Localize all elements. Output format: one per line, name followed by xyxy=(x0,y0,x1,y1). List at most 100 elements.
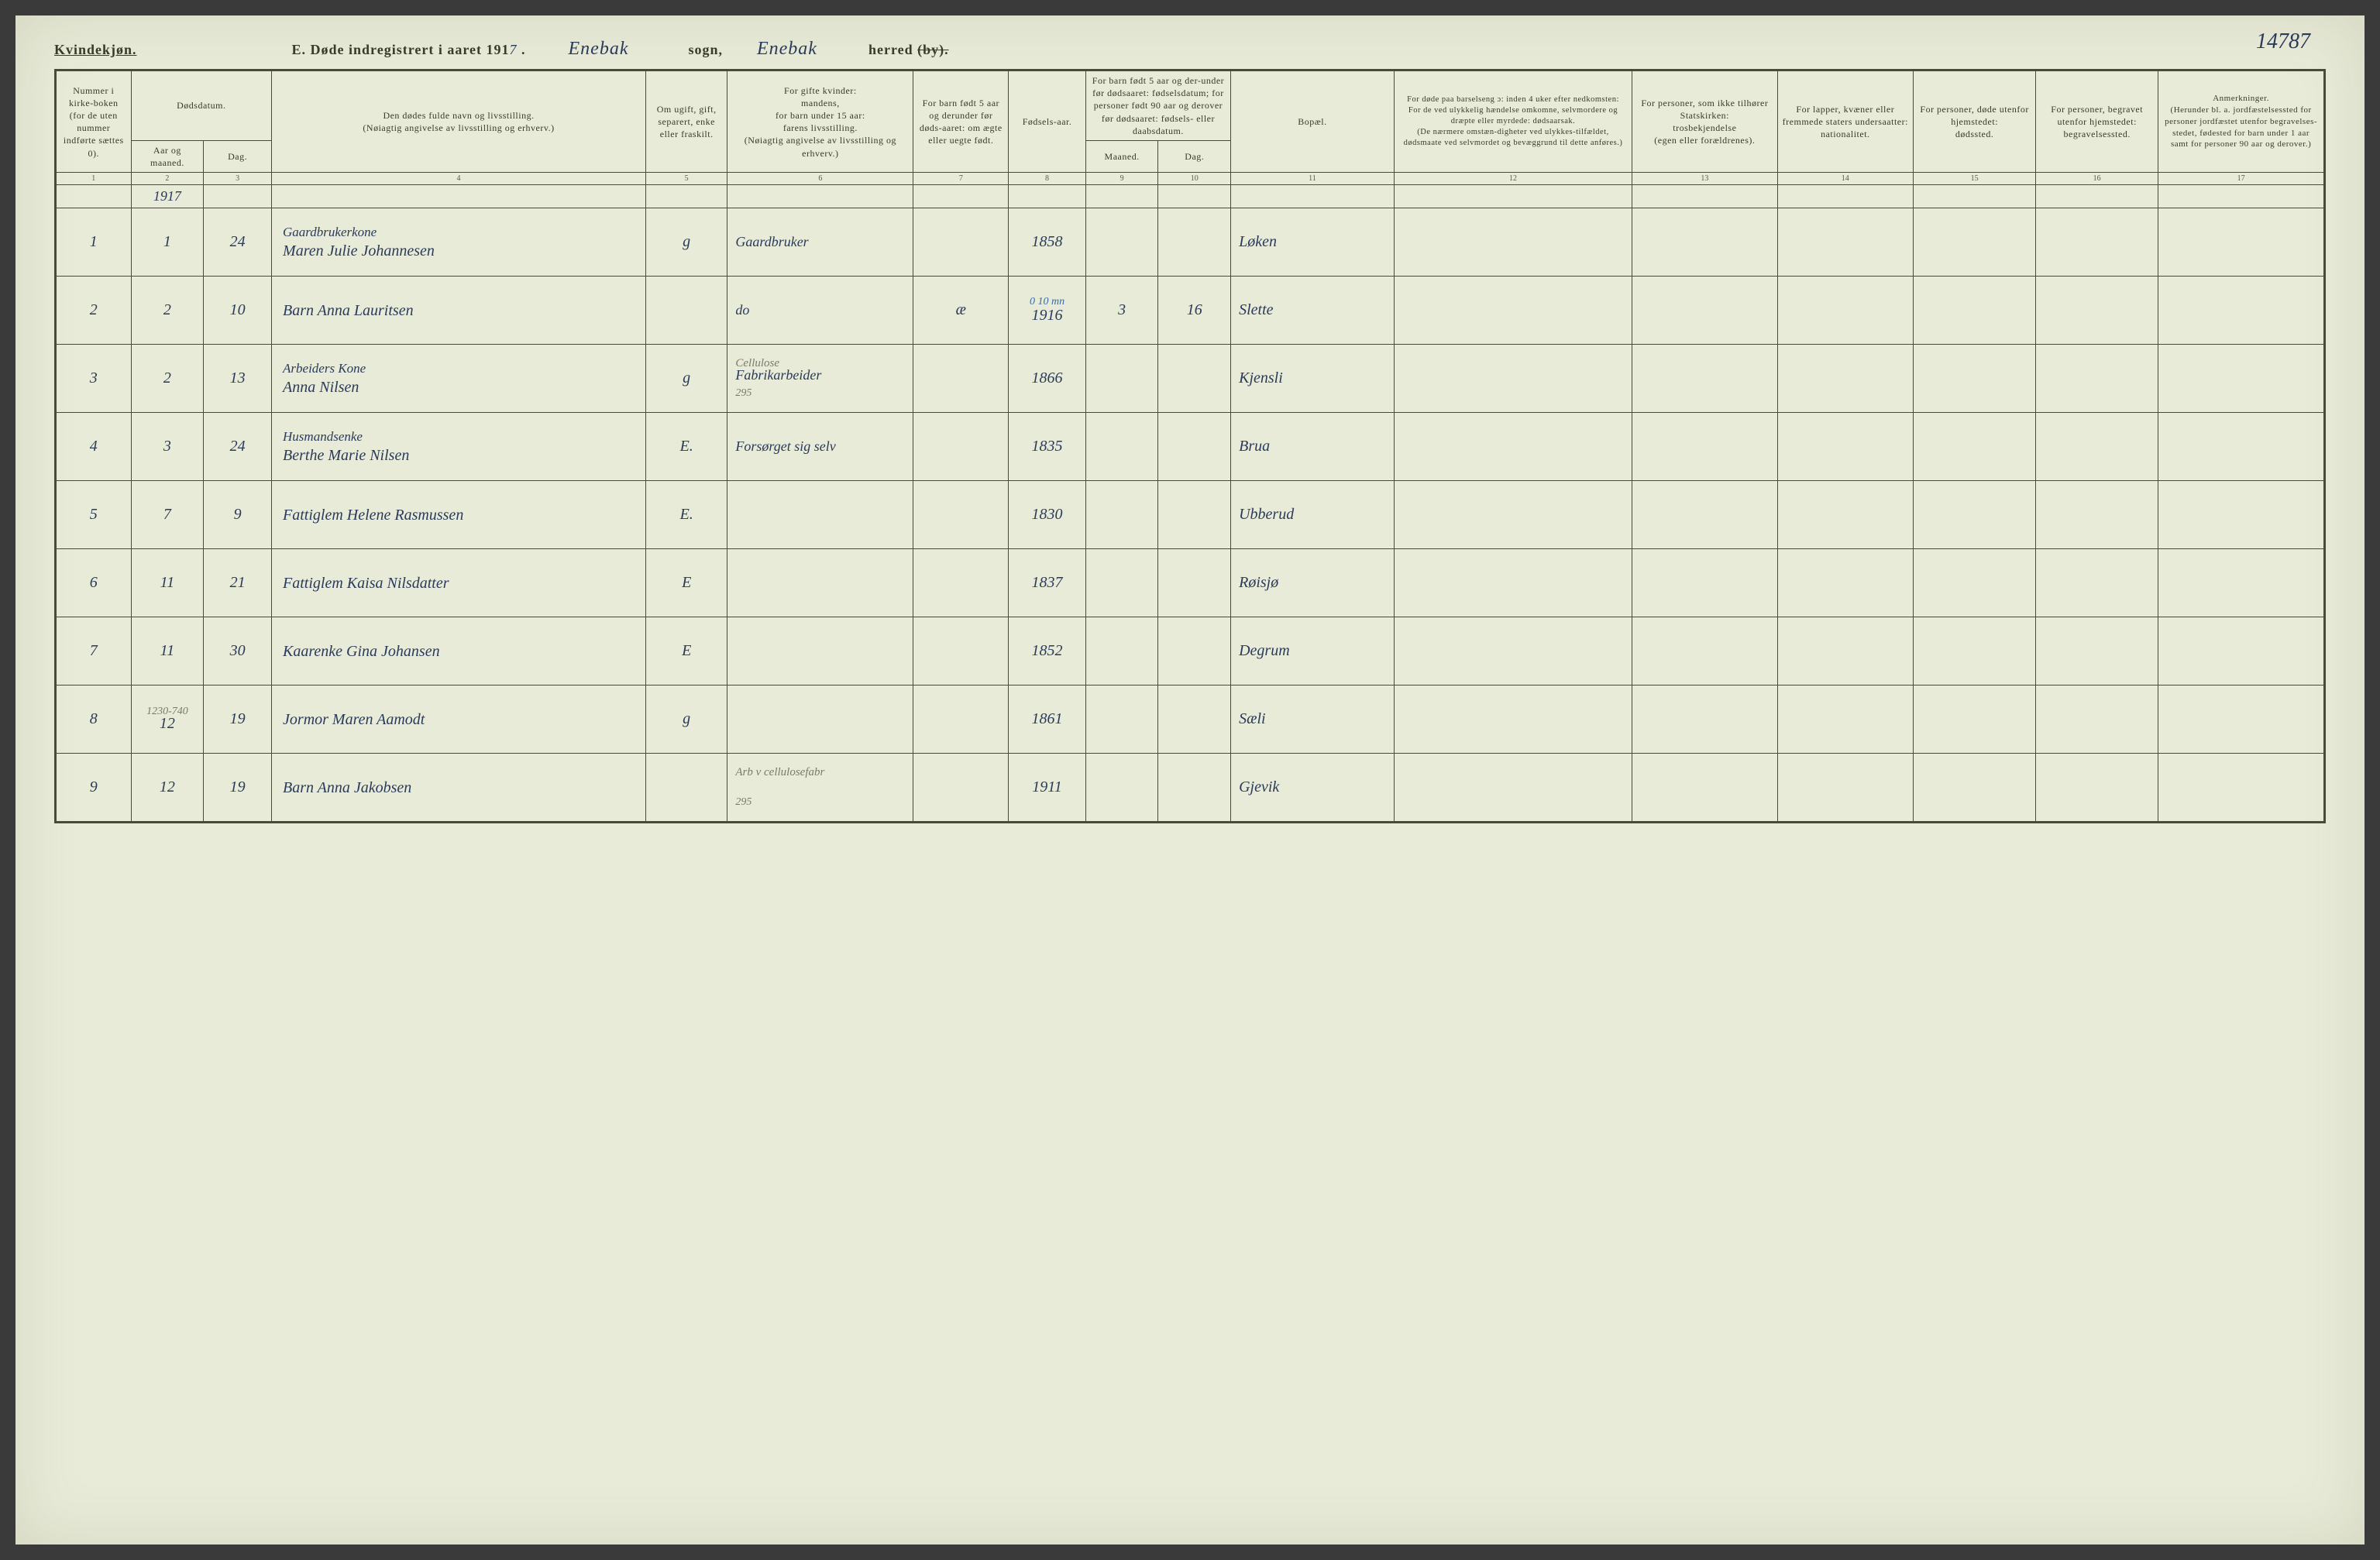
table-row: 579Fattiglem Helene RasmussenE.1830Ubber… xyxy=(57,481,2324,549)
table-row: 71130Kaarenke Gina JohansenE1852Degrum xyxy=(57,617,2324,686)
table-body: 19171124GaardbrukerkoneMaren Julie Johan… xyxy=(57,185,2324,822)
name-occupation: Fattiglem Helene Rasmussen xyxy=(272,481,646,549)
father-occupation xyxy=(727,617,913,686)
col-1-head: Nummer i kirke-boken (for de uten nummer… xyxy=(57,71,132,173)
father-occupation: Arb v cellulosefabr295 xyxy=(727,754,913,822)
birth-month xyxy=(1085,754,1158,822)
col-13 xyxy=(1632,413,1777,481)
col-13 xyxy=(1632,754,1777,822)
year-hw: 7 xyxy=(510,42,518,57)
col-16 xyxy=(2036,345,2158,413)
colnum: 5 xyxy=(646,173,727,185)
colnum: 4 xyxy=(272,173,646,185)
ledger-table: Nummer i kirke-boken (for de uten nummer… xyxy=(56,70,2324,822)
col-15 xyxy=(1914,208,2036,277)
birth-year: 1830 xyxy=(1009,481,1086,549)
table-row: 81230-7401219Jormor Maren Aamodtg1861Sæl… xyxy=(57,686,2324,754)
col-17 xyxy=(2158,345,2324,413)
col-15 xyxy=(1914,413,2036,481)
month: 1230-74012 xyxy=(131,686,204,754)
legitimacy xyxy=(913,686,1009,754)
title-dot: . xyxy=(518,42,526,57)
birth-month xyxy=(1085,549,1158,617)
col-14 xyxy=(1777,277,1914,345)
title-section: E. Døde indregistrert i aaret 1917 . Ene… xyxy=(153,39,2326,60)
legitimacy xyxy=(913,549,1009,617)
colnum: 9 xyxy=(1085,173,1158,185)
col-14 xyxy=(1777,481,1914,549)
legitimacy xyxy=(913,617,1009,686)
col-15-head: For personer, døde utenfor hjemstedet: d… xyxy=(1914,71,2036,173)
table-row: 4324HusmandsenkeBerthe Marie NilsenE.For… xyxy=(57,413,2324,481)
table-row: 91219Barn Anna JakobsenArb v cellulosefa… xyxy=(57,754,2324,822)
colnum: 10 xyxy=(1158,173,1231,185)
herred-label: herred xyxy=(868,42,913,57)
row-number: 7 xyxy=(57,617,132,686)
birth-day xyxy=(1158,208,1231,277)
col-16 xyxy=(2036,617,2158,686)
month: 2 xyxy=(131,277,204,345)
father-occupation xyxy=(727,481,913,549)
birth-day xyxy=(1158,549,1231,617)
father-occupation: Gaardbruker xyxy=(727,208,913,277)
col-13 xyxy=(1632,208,1777,277)
col-14 xyxy=(1777,754,1914,822)
colnum: 6 xyxy=(727,173,913,185)
col-9-head: Maaned. xyxy=(1085,140,1158,172)
residence: Brua xyxy=(1231,413,1395,481)
title-prefix: E. Døde indregistrert i aaret 191 xyxy=(292,42,510,57)
row-number: 1 xyxy=(57,208,132,277)
day: 30 xyxy=(204,617,272,686)
col-15 xyxy=(1914,686,2036,754)
col-12 xyxy=(1394,754,1632,822)
marital-status: g xyxy=(646,686,727,754)
col-17 xyxy=(2158,413,2324,481)
col-13 xyxy=(1632,345,1777,413)
row-number: 9 xyxy=(57,754,132,822)
col-13 xyxy=(1632,617,1777,686)
page-number: 14787 xyxy=(2256,29,2310,54)
month: 11 xyxy=(131,549,204,617)
legitimacy xyxy=(913,413,1009,481)
row-number: 2 xyxy=(57,277,132,345)
colnum: 14 xyxy=(1777,173,1914,185)
father-occupation: CelluloseFabrikarbeider295 xyxy=(727,345,913,413)
father-occupation xyxy=(727,686,913,754)
marital-status xyxy=(646,277,727,345)
col-14 xyxy=(1777,345,1914,413)
birth-month: 3 xyxy=(1085,277,1158,345)
col-16 xyxy=(2036,754,2158,822)
birth-year: 1852 xyxy=(1009,617,1086,686)
col-12 xyxy=(1394,549,1632,617)
col-12 xyxy=(1394,208,1632,277)
month: 11 xyxy=(131,617,204,686)
residence: Kjensli xyxy=(1231,345,1395,413)
header-row: Kvindekjøn. E. Døde indregistrert i aare… xyxy=(54,39,2326,60)
col-13 xyxy=(1632,277,1777,345)
day: 13 xyxy=(204,345,272,413)
col-17 xyxy=(2158,277,2324,345)
col-12 xyxy=(1394,277,1632,345)
marital-status: E. xyxy=(646,413,727,481)
col-16-head: For personer, begravet utenfor hjemstede… xyxy=(2036,71,2158,173)
colnum: 1 xyxy=(57,173,132,185)
birth-year: 1861 xyxy=(1009,686,1086,754)
col-17 xyxy=(2158,617,2324,686)
ledger-page: 14787 Kvindekjøn. E. Døde indregistrert … xyxy=(15,15,2365,1545)
col-17 xyxy=(2158,208,2324,277)
residence: Sæli xyxy=(1231,686,1395,754)
herred-hw: Enebak xyxy=(757,39,817,59)
col-2-3-group: Dødsdatum. xyxy=(131,71,271,141)
colnum: 3 xyxy=(204,173,272,185)
marital-status: g xyxy=(646,345,727,413)
residence: Løken xyxy=(1231,208,1395,277)
colnum: 13 xyxy=(1632,173,1777,185)
birth-month xyxy=(1085,208,1158,277)
colnum: 12 xyxy=(1394,173,1632,185)
marital-status: E xyxy=(646,617,727,686)
table-row: 2210Barn Anna Lauritsendoæ0 10 mn1916316… xyxy=(57,277,2324,345)
birth-day xyxy=(1158,481,1231,549)
residence: Degrum xyxy=(1231,617,1395,686)
sogn-hw: Enebak xyxy=(569,39,629,59)
col-16 xyxy=(2036,686,2158,754)
